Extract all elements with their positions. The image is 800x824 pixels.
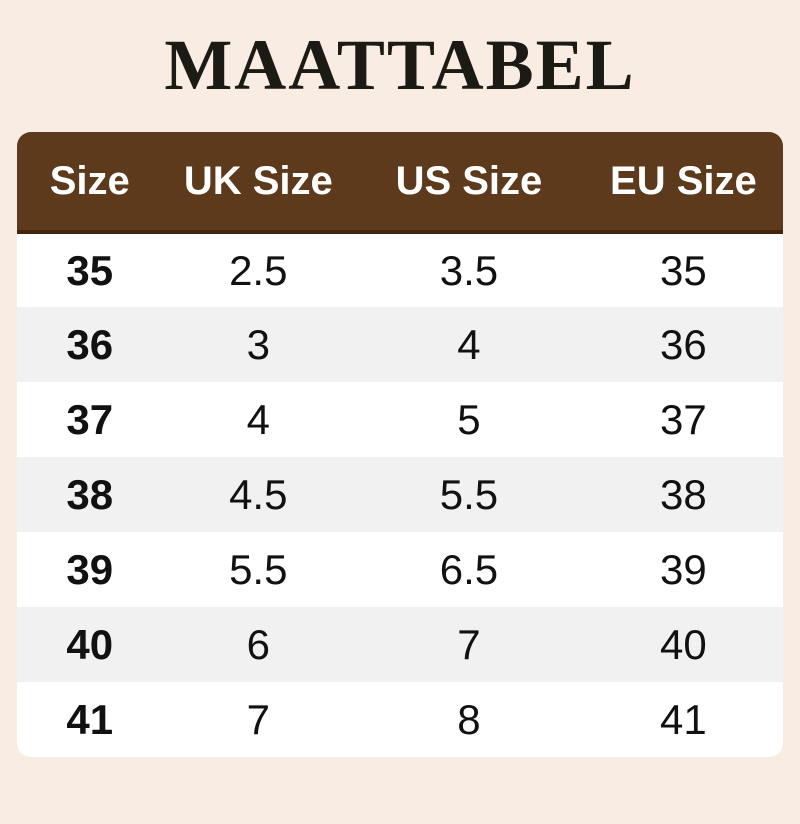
table-row: 36 3 4 36 (17, 307, 783, 382)
us-size-cell: 5 (457, 395, 481, 443)
us-size-cell: 8 (457, 695, 481, 743)
table-row: 37 4 5 37 (17, 382, 783, 457)
size-cell: 35 (66, 246, 114, 294)
table-row: 39 5.5 6.5 39 (17, 532, 783, 607)
table-row: 38 4.5 5.5 38 (17, 457, 783, 532)
column-header-us-size: US Size (354, 132, 584, 234)
uk-size-cell: 2.5 (229, 246, 288, 294)
column-header-size: Size (17, 132, 163, 234)
eu-size-cell: 40 (660, 620, 707, 668)
size-cell: 41 (66, 695, 114, 743)
table-row: 41 7 8 41 (17, 682, 783, 757)
column-header-uk-size: UK Size (162, 132, 355, 234)
eu-size-cell: 38 (660, 470, 707, 518)
size-cell: 38 (66, 470, 114, 518)
size-cell: 36 (66, 320, 114, 368)
uk-size-cell: 6 (246, 620, 270, 668)
us-size-cell: 4 (457, 320, 481, 368)
us-size-cell: 5.5 (439, 470, 499, 518)
size-cell: 40 (66, 620, 114, 668)
us-size-cell: 6.5 (439, 545, 499, 593)
uk-size-cell: 5.5 (229, 545, 288, 593)
eu-size-cell: 41 (660, 695, 707, 743)
uk-size-cell: 4.5 (229, 470, 288, 518)
eu-size-cell: 39 (660, 545, 707, 593)
eu-size-cell: 36 (660, 320, 707, 368)
uk-size-cell: 3 (246, 320, 270, 368)
eu-size-cell: 37 (660, 395, 707, 443)
size-cell: 37 (66, 395, 114, 443)
table-row: 35 2.5 3.5 35 (17, 232, 783, 307)
table-row: 40 6 7 40 (17, 607, 783, 682)
header-row: Size UK Size US Size EU Size (17, 132, 783, 234)
eu-size-cell: 35 (660, 246, 707, 294)
page-title: MAATTABEL (164, 25, 636, 105)
size-chart-table: Size UK Size US Size EU Size 35 2.5 3.5 … (17, 132, 783, 757)
uk-size-cell: 7 (246, 695, 270, 743)
uk-size-cell: 4 (246, 395, 270, 443)
us-size-cell: 3.5 (439, 246, 499, 294)
us-size-cell: 7 (457, 620, 481, 668)
column-header-eu-size: EU Size (583, 132, 783, 234)
size-cell: 39 (66, 545, 114, 593)
